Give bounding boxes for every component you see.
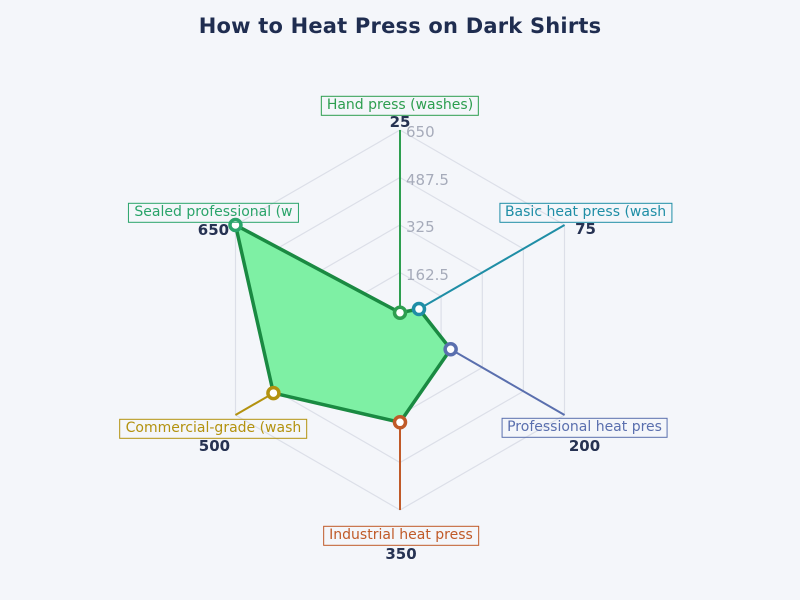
data-point-marker-3	[392, 415, 408, 430]
axis-spoke-2	[450, 348, 566, 416]
data-point-marker-1	[411, 301, 427, 317]
axis-spoke-1	[418, 224, 566, 310]
axis-spoke-4	[234, 392, 274, 416]
data-point-marker-5	[228, 217, 243, 233]
data-point-marker-4	[266, 385, 281, 401]
data-point-marker-2	[443, 341, 458, 357]
data-point-marker-0	[392, 305, 408, 320]
chart-title: How to Heat Press on Dark Shirts	[198, 14, 602, 38]
